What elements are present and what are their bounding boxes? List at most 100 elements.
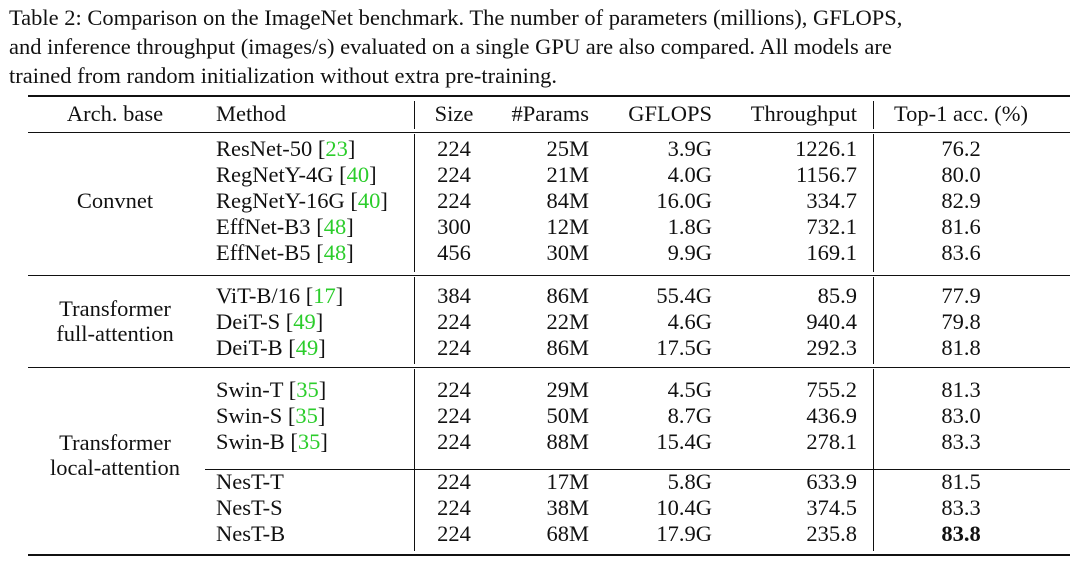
top1-cell: 81.6 [941,214,981,239]
top1-cell: 83.3 [941,429,981,454]
throughput-cell: 85.9 [817,283,857,308]
arch-group-label: Transformer full-attention [56,296,174,346]
throughput-cell: 334.7 [806,188,857,213]
citation-link[interactable]: 35 [296,377,319,402]
accuracy-divider [873,134,874,272]
gflops-cell: 10.4G [656,495,712,520]
method-name: DeiT-B [216,335,283,360]
gflops-cell: 5.8G [667,469,712,494]
gflops-cell: 4.6G [667,309,712,334]
citation-link[interactable]: 40 [357,188,381,213]
params-cell: 17M [546,469,589,494]
method-cell: EffNet-B3 [48] [216,214,354,239]
citation-link[interactable]: 48 [323,214,347,239]
top1-cell: 81.3 [941,377,981,402]
top1-cell: 77.9 [941,283,981,308]
method-cell: RegNetY-16G [40] [216,188,388,213]
citation-link[interactable]: 40 [346,162,370,187]
throughput-cell: 1156.7 [795,162,857,187]
gflops-cell: 8.7G [667,403,712,428]
method-name: Swin-B [216,429,285,454]
gflops-cell: 17.5G [656,335,712,360]
top1-cell: 82.9 [941,188,981,213]
header-divider-left [414,101,415,129]
method-name: EffNet-B3 [216,214,311,239]
method-cell: Swin-T [35] [216,377,327,402]
accuracy-divider [873,369,874,551]
header-throughput: Throughput [750,101,857,126]
citation-link[interactable]: 35 [297,429,321,454]
throughput-cell: 1226.1 [795,136,857,161]
size-cell: 224 [437,309,471,334]
params-cell: 12M [546,214,589,239]
method-name: DeiT-S [216,309,281,334]
citation-link[interactable]: 49 [293,309,316,334]
gflops-cell: 16.0G [656,188,712,213]
top1-cell: 83.8 [941,521,981,546]
citation-link[interactable]: 17 [313,283,336,308]
method-name: Swin-T [216,377,284,402]
params-cell: 86M [546,335,589,360]
throughput-cell: 732.1 [806,214,857,239]
size-cell: 224 [437,335,471,360]
params-cell: 25M [546,136,589,161]
method-cell: NesT-T [216,469,284,495]
size-cell: 224 [437,403,471,428]
size-cell: 224 [437,162,471,187]
top1-cell: 79.8 [941,309,981,334]
gflops-cell: 4.5G [667,377,712,402]
size-cell: 224 [437,188,471,213]
size-cell: 300 [437,214,471,239]
header-params: #Params [511,101,590,126]
header-divider-right [873,101,874,129]
gflops-cell: 1.8G [667,214,712,239]
params-cell: 30M [546,240,589,265]
method-cell: Swin-B [35] [216,429,328,454]
header-rule [28,132,1070,133]
size-cell: 224 [437,136,471,161]
gflops-cell: 9.9G [667,240,712,265]
throughput-cell: 235.8 [806,521,857,546]
method-cell: NesT-S [216,495,283,521]
method-cell: Swin-S [35] [216,403,326,428]
throughput-cell: 940.4 [806,309,857,334]
method-cell: ResNet-50 [23] [216,136,356,161]
top1-cell: 81.5 [941,469,981,494]
method-name: ResNet-50 [216,136,313,161]
top1-cell: 76.2 [941,136,981,161]
method-name: ViT-B/16 [216,283,301,308]
size-cell: 224 [437,377,471,402]
throughput-cell: 755.2 [806,377,857,402]
size-cell: 384 [437,283,471,308]
method-divider [414,369,415,551]
params-cell: 68M [546,521,589,546]
subgroup-rule [205,469,1070,470]
params-cell: 38M [546,495,589,520]
citation-link[interactable]: 48 [323,240,347,265]
citation-link[interactable]: 35 [295,403,318,428]
top1-cell: 80.0 [941,162,981,187]
params-cell: 84M [546,188,589,213]
params-cell: 88M [546,429,589,454]
top-rule [28,95,1070,97]
method-divider [414,134,415,272]
gflops-cell: 4.0G [667,162,712,187]
header-method: Method [216,101,286,126]
params-cell: 22M [546,309,589,334]
throughput-cell: 436.9 [806,403,857,428]
method-name: NesT-T [216,469,284,494]
size-cell: 224 [437,495,471,520]
method-cell: EffNet-B5 [48] [216,240,354,265]
method-name: NesT-S [216,495,283,520]
gflops-cell: 3.9G [667,136,712,161]
method-cell: ViT-B/16 [17] [216,283,344,308]
throughput-cell: 374.5 [806,495,857,520]
citation-link[interactable]: 23 [325,136,348,161]
method-divider [414,277,415,364]
throughput-cell: 278.1 [806,429,857,454]
citation-link[interactable]: 49 [295,335,319,360]
gflops-cell: 17.9G [656,521,712,546]
group-rule-1 [28,275,1070,276]
arch-group-label: Transformer local-attention [50,430,180,480]
method-cell: DeiT-S [49] [216,309,324,334]
